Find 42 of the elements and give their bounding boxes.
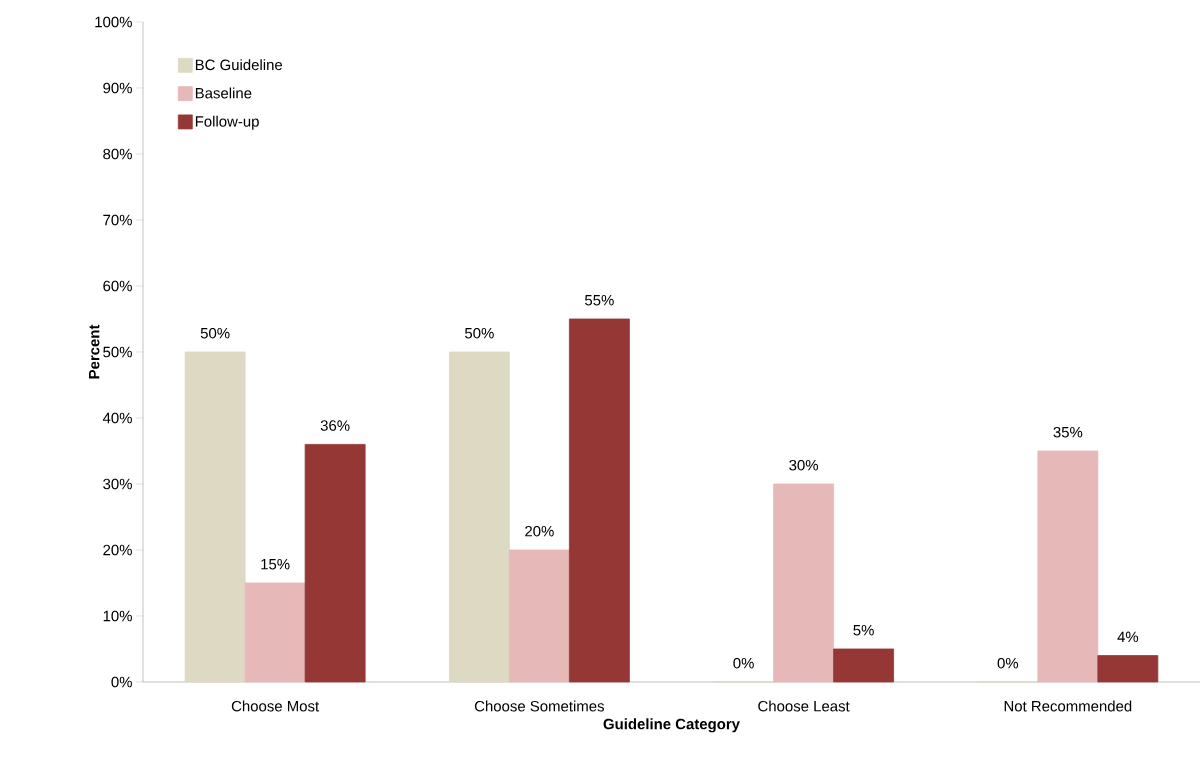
bar bbox=[568, 318, 630, 683]
y-tick-label: 50% bbox=[103, 346, 132, 358]
bar bbox=[304, 443, 366, 683]
legend-label: Baseline bbox=[195, 87, 252, 99]
bar bbox=[508, 549, 570, 683]
bar bbox=[1037, 450, 1099, 683]
y-tick-label: 90% bbox=[103, 82, 132, 94]
x-tick-label: Choose Sometimes bbox=[474, 700, 604, 712]
y-tick-label: 10% bbox=[103, 610, 132, 622]
legend-label: Follow-up bbox=[195, 115, 259, 130]
y-tick-label: 70% bbox=[103, 214, 132, 226]
x-tick-label: Choose Least bbox=[758, 700, 850, 712]
y-tick-label: 100% bbox=[95, 16, 132, 28]
y-tick-label: 0% bbox=[111, 676, 132, 688]
y-axis-title: Percent bbox=[89, 324, 100, 379]
bar bbox=[184, 351, 246, 683]
x-tick-label: Not Recommended bbox=[1004, 700, 1132, 712]
x-tick-label: Choose Most bbox=[231, 700, 320, 712]
data-label: 0% bbox=[733, 657, 754, 669]
bar bbox=[244, 582, 306, 683]
data-label: 50% bbox=[200, 327, 230, 339]
data-label: 30% bbox=[789, 459, 819, 471]
data-label: 50% bbox=[465, 327, 494, 339]
bar bbox=[773, 483, 834, 683]
bar bbox=[1097, 655, 1159, 683]
data-label: 0% bbox=[997, 657, 1019, 669]
data-label: 20% bbox=[525, 525, 554, 537]
x-axis-title: Guideline Category bbox=[603, 718, 740, 733]
data-label: 15% bbox=[261, 558, 290, 570]
data-label: 35% bbox=[1053, 426, 1083, 438]
legend-label: BC Guideline bbox=[195, 59, 283, 71]
y-tick-label: 30% bbox=[103, 478, 132, 490]
data-label: 36% bbox=[320, 420, 350, 431]
y-tick-label: 20% bbox=[103, 544, 132, 556]
data-label: 4% bbox=[1117, 631, 1139, 643]
bar bbox=[833, 648, 895, 683]
y-tick-label: 60% bbox=[103, 280, 132, 292]
data-label: 55% bbox=[585, 294, 614, 306]
y-tick-label: 80% bbox=[103, 148, 132, 160]
y-tick-label: 40% bbox=[102, 412, 132, 424]
bar bbox=[448, 351, 510, 683]
data-label: 5% bbox=[853, 624, 874, 636]
